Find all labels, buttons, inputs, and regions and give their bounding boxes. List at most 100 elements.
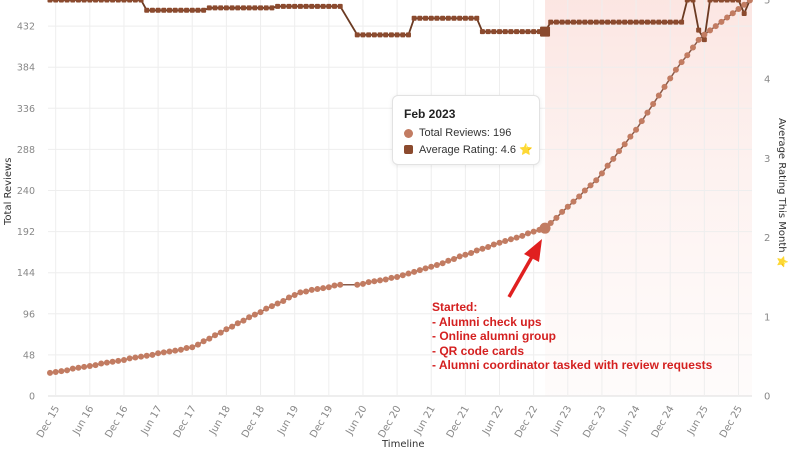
total-reviews-point [741, 1, 748, 8]
total-reviews-point [234, 320, 241, 327]
average-rating-point [64, 0, 70, 3]
average-rating-point [662, 19, 668, 25]
total-reviews-point [194, 341, 201, 348]
average-rating-point [599, 19, 605, 25]
average-rating-point [394, 32, 400, 38]
average-rating-point [440, 15, 446, 21]
average-rating-point [411, 15, 417, 21]
total-reviews-point [382, 276, 389, 283]
annotation-line: - QR code cards [432, 343, 525, 358]
total-reviews-point [718, 18, 725, 25]
average-rating-point [650, 19, 656, 25]
average-rating-point [616, 19, 622, 25]
average-rating-point [303, 3, 309, 9]
total-reviews-point [388, 274, 395, 281]
y-tick-label: 288 [17, 145, 35, 156]
total-reviews-point [621, 141, 628, 148]
total-reviews-point [229, 323, 236, 330]
total-reviews-point [280, 297, 287, 304]
total-reviews-point [263, 305, 270, 312]
average-rating-point [258, 5, 264, 11]
average-rating-point [178, 7, 184, 13]
x-tick-label: Jun 18 [207, 404, 233, 438]
average-rating-point [263, 5, 269, 11]
total-reviews-point [462, 251, 469, 258]
y-tick-label: 432 [17, 22, 35, 33]
total-reviews-point [496, 239, 503, 246]
total-reviews-point [604, 162, 611, 169]
tooltip-total-reviews: Total Reviews: 196 [419, 127, 512, 139]
average-rating-point [434, 15, 440, 21]
total-reviews-point [308, 286, 315, 293]
average-rating-point [565, 19, 571, 25]
average-rating-point [314, 3, 320, 9]
average-rating-point [132, 0, 138, 3]
average-rating-point [229, 5, 235, 11]
average-rating-point [377, 32, 383, 38]
average-rating-point [531, 29, 537, 35]
total-reviews-point [155, 350, 162, 357]
average-rating-point [519, 29, 525, 35]
total-reviews-point [553, 214, 560, 221]
average-rating-point [423, 15, 429, 21]
x-tick-label: Jun 20 [344, 404, 370, 438]
total-reviews-point [445, 257, 452, 264]
total-reviews-point [724, 14, 731, 21]
total-reviews-point [103, 359, 110, 366]
total-reviews-point [661, 83, 668, 90]
total-reviews-point [92, 362, 99, 369]
average-rating-point [644, 19, 650, 25]
total-reviews-point [598, 170, 605, 177]
total-reviews-point [297, 289, 304, 296]
total-reviews-point [303, 288, 310, 295]
x-tick-label: Dec 23 [581, 404, 608, 440]
average-rating-point [104, 0, 110, 3]
total-reviews-point [64, 367, 71, 374]
average-rating-point [582, 19, 588, 25]
average-rating-point [656, 19, 662, 25]
total-reviews-point [405, 270, 412, 277]
total-reviews-point [411, 268, 418, 275]
total-reviews-point [570, 198, 577, 205]
average-rating-point [70, 0, 76, 3]
total-reviews-point [616, 148, 622, 155]
average-rating-point [639, 19, 645, 25]
x-axis-label: Timeline [381, 439, 425, 450]
total-reviews-point [746, 0, 753, 4]
average-rating-point [701, 37, 707, 43]
total-reviews-point [627, 133, 634, 140]
average-rating-point [576, 19, 582, 25]
total-reviews-point [240, 317, 247, 324]
average-rating-point [354, 32, 360, 38]
total-reviews-point [638, 118, 645, 125]
total-reviews-point [149, 351, 156, 358]
average-rating-point [570, 19, 576, 25]
y2-tick-label: 2 [764, 233, 770, 244]
average-rating-point [588, 19, 594, 25]
average-rating-point [673, 19, 679, 25]
total-reviews-point [672, 66, 679, 73]
average-rating-point [201, 7, 207, 13]
average-rating-point [388, 32, 394, 38]
total-reviews-point [655, 92, 662, 99]
total-reviews-point [564, 203, 571, 210]
y2-tick-label: 3 [764, 154, 770, 165]
total-reviews-point [729, 10, 736, 17]
total-reviews-point [422, 265, 429, 272]
total-reviews-point [325, 284, 332, 291]
annotation: Started: - Alumni check ups - Online alu… [432, 300, 712, 373]
total-reviews-point [456, 253, 463, 260]
average-rating-point [280, 3, 286, 9]
total-reviews-point [433, 261, 440, 268]
average-rating-point [149, 7, 155, 13]
y-tick-label: 384 [17, 63, 35, 74]
total-reviews-point [246, 314, 253, 321]
total-reviews-point [684, 52, 691, 59]
average-rating-point [718, 0, 724, 3]
average-rating-point [269, 5, 275, 11]
average-rating-point [246, 5, 252, 11]
average-rating-point [622, 19, 628, 25]
average-rating-point [195, 7, 201, 13]
average-rating-point [189, 7, 195, 13]
